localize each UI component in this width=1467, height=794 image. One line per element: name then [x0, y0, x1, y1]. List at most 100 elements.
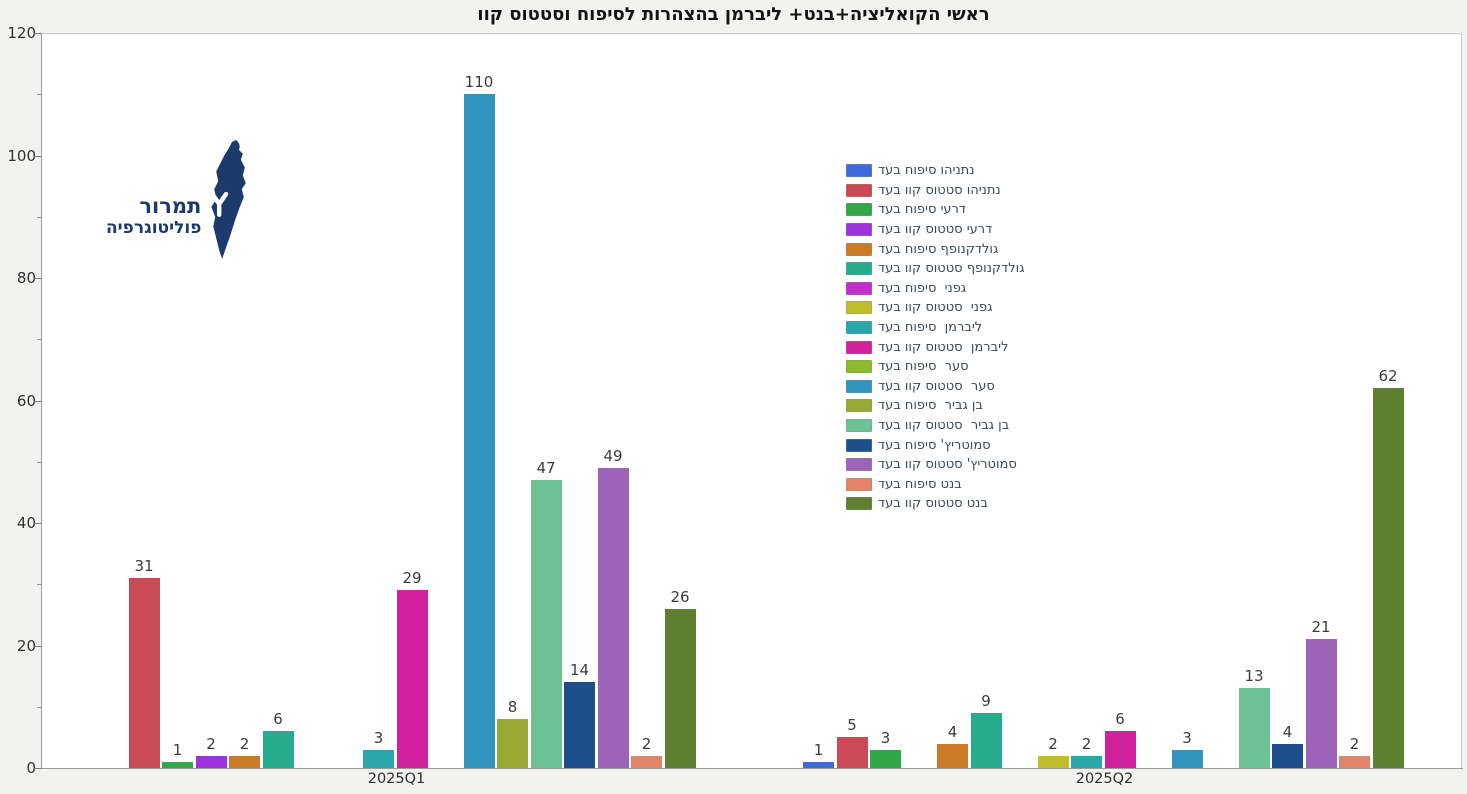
bar-value-label: 14 [569, 661, 590, 680]
legend-swatch [846, 242, 872, 256]
bar-value-label: 3 [880, 728, 891, 747]
legend-row-4: דרעי סטטוס קוו בעד [846, 220, 1025, 240]
bar-2025Q1-s2 [128, 578, 160, 768]
legend-label: נתניהו סיפוח בעד [878, 163, 975, 179]
bar-value-label: 26 [670, 587, 690, 606]
bar-2025Q2-s12 [1171, 749, 1203, 768]
bar-2025Q2-s2 [836, 737, 868, 768]
bar-2025Q2-s17 [1339, 755, 1370, 768]
bar-value-label: 4 [947, 722, 958, 741]
bar-value-label: 47 [536, 459, 556, 478]
legend-swatch [846, 183, 872, 197]
bar-value-label: 5 [847, 716, 857, 735]
legend-label: סמוטריץ' סטטוס קוו בעד [878, 457, 1017, 473]
bar-2025Q1-s18 [664, 608, 696, 768]
legend-swatch [846, 262, 872, 276]
bar-2025Q2-s8 [1037, 755, 1069, 768]
legend-swatch [846, 203, 872, 217]
legend-label: גולדקנופף סיפוח בעד [878, 241, 999, 257]
logo: תמרור פוליטוגרפיה [106, 138, 260, 260]
bar-value-label: 6 [273, 710, 283, 729]
y-tick-label-100: 100 [7, 146, 36, 165]
legend-row-9: ליברמן סיפוח בעד [846, 318, 1025, 338]
legend-label: דרעי סטטוס קוו בעד [878, 222, 993, 238]
x-tick-label-2025Q1: 2025Q1 [367, 771, 426, 787]
legend-label: גפני סיפוח בעד [878, 280, 967, 296]
legend-label: נתניהו סטטוס קוו בעד [878, 182, 1001, 198]
bar-2025Q1-s3 [162, 761, 193, 768]
legend-swatch [846, 321, 872, 335]
bar-2025Q2-s5 [937, 743, 968, 768]
y-tick-label-60: 60 [16, 391, 36, 410]
legend-label: סמוטריץ' סיפוח בעד [878, 437, 991, 453]
bar-2025Q2-s16 [1305, 639, 1337, 768]
legend-label: ליברמן סיפוח בעד [878, 320, 983, 336]
bar-2025Q1-s15 [564, 682, 595, 768]
legend-label: בנט סטטוס קוו בעד [878, 496, 988, 512]
legend-swatch [846, 360, 872, 374]
y-tick-label-80: 80 [16, 269, 36, 287]
legend-label: דרעי סיפוח בעד [878, 202, 966, 218]
legend-row-1: נתניהו סיפוח בעד [846, 161, 1025, 181]
legend-swatch [846, 281, 872, 295]
bar-value-label: 21 [1311, 618, 1331, 637]
bar-2025Q1-s9 [363, 749, 394, 768]
legend-swatch [846, 438, 872, 452]
bar-value-label: 8 [507, 698, 518, 716]
bar-value-label: 9 [981, 691, 991, 710]
y-tick-minor [37, 584, 41, 586]
legend-row-15: סמוטריץ' סיפוח בעד [846, 435, 1025, 455]
legend-swatch [846, 164, 872, 178]
logo-text: תמרור פוליטוגרפיה [106, 194, 201, 238]
legend-swatch [846, 340, 872, 354]
y-tick-label-20: 20 [16, 636, 36, 655]
legend-row-17: בנט סיפוח בעד [846, 475, 1025, 495]
bar-2025Q2-s1 [803, 761, 834, 768]
bar-value-label: 1 [172, 740, 183, 759]
road-fork-icon [210, 191, 229, 217]
legend-label: בן גביר סיפוח בעד [878, 398, 983, 414]
legend-label: גולדקנופף סטטוס קוו בעד [878, 261, 1025, 277]
bar-value-label: 2 [239, 734, 250, 753]
bar-2025Q1-s14 [530, 480, 562, 768]
y-tick-major [34, 523, 41, 524]
bar-value-label: 6 [1115, 710, 1125, 729]
bar-value-label: 2 [641, 734, 652, 753]
legend-row-10: ליברמן סטטוס קוו בעד [846, 337, 1025, 357]
y-tick-minor [37, 461, 41, 463]
bar-value-label: 3 [1182, 728, 1192, 747]
bar-2025Q2-s6 [970, 712, 1002, 768]
israel-map-icon [210, 139, 247, 260]
y-tick-label-40: 40 [16, 514, 36, 532]
x-axis-line [41, 768, 1463, 769]
y-tick-major [34, 645, 41, 647]
legend-row-14: בן גביר סטטוס קוו בעד [846, 416, 1025, 436]
legend-swatch [846, 301, 872, 315]
y-tick-major [34, 400, 41, 402]
bar-value-label: 49 [603, 446, 623, 465]
bar-value-label: 62 [1378, 367, 1398, 386]
y-tick-major [34, 278, 41, 279]
legend-row-11: סער סיפוח בעד [846, 357, 1025, 377]
bar-2025Q2-s9 [1071, 755, 1102, 768]
legend-label: ליברמן סטטוס קוו בעד [878, 339, 1009, 355]
bar-value-label: 13 [1244, 667, 1264, 686]
chart-title: ראשי הקואליציה+בנט+ ליברמן בהצהרות לסיפו… [477, 4, 990, 25]
legend-label: בנט סיפוח בעד [878, 476, 962, 492]
legend-swatch [846, 419, 872, 433]
y-tick-minor [37, 339, 41, 341]
bar-value-label: 31 [134, 557, 154, 576]
bar-value-label: 3 [373, 728, 384, 747]
legend-row-5: גולדקנופף סיפוח בעד [846, 239, 1025, 259]
legend-row-16: סמוטריץ' סטטוס קוו בעד [846, 455, 1025, 475]
bar-2025Q2-s18 [1372, 388, 1404, 768]
legend-label: סער סטטוס קוו בעד [878, 378, 995, 394]
bar-2025Q1-s6 [262, 731, 294, 768]
bar-value-label: 110 [464, 73, 494, 92]
legend-swatch [846, 497, 872, 511]
bar-value-label: 4 [1282, 722, 1293, 741]
legend: נתניהו סיפוח בעד נתניהו סטטוס קוו בעד דרעי… [846, 161, 1025, 514]
y-axis-line [41, 33, 42, 769]
bar-2025Q1-s10 [396, 590, 428, 768]
